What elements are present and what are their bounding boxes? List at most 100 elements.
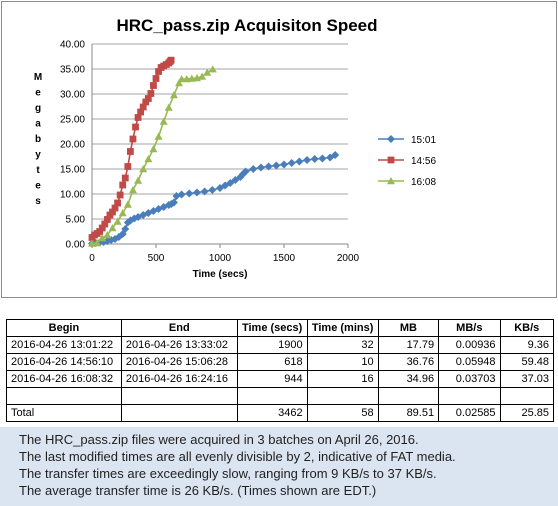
x-tick-label: 1500 bbox=[273, 253, 296, 264]
cell-total-mb: 89.51 bbox=[377, 404, 440, 422]
data-point bbox=[134, 176, 143, 184]
cell-mb-per-s: 0.05948 bbox=[438, 353, 501, 371]
chart-svg: HRC_pass.zip Acquisiton Speed 0.00 5.00 10.… bbox=[1, 1, 557, 298]
legend-marker bbox=[387, 177, 395, 185]
data-point bbox=[249, 165, 258, 173]
data-point bbox=[256, 163, 265, 172]
data-point bbox=[128, 186, 137, 194]
data-point bbox=[159, 117, 168, 125]
header-mb: MB bbox=[377, 319, 440, 337]
data-point bbox=[116, 191, 124, 199]
cell-mb-per-s: 0.03703 bbox=[438, 370, 501, 388]
data-point bbox=[121, 174, 129, 182]
header-mb-per-s: MB/s bbox=[438, 319, 501, 337]
x-tick-label: 2000 bbox=[337, 253, 360, 264]
cell-total-time-mins: 58 bbox=[306, 404, 379, 422]
cell-begin: 2016-04-26 16:08:32 bbox=[6, 370, 122, 388]
data-point bbox=[98, 234, 107, 242]
data-point bbox=[129, 135, 137, 143]
data-point bbox=[137, 108, 145, 116]
cell-total-kb-per-s: 25.85 bbox=[499, 404, 555, 422]
y-tick-label: 15.00 bbox=[60, 165, 85, 176]
legend-marker bbox=[387, 156, 395, 164]
y-tick-label: 25.00 bbox=[60, 115, 85, 126]
data-point bbox=[331, 151, 340, 159]
note-line: The transfer times are exceedingly slow,… bbox=[19, 466, 437, 481]
y-tick-label: 5.00 bbox=[66, 215, 86, 226]
cell-time-mins: 16 bbox=[306, 370, 379, 388]
y-tick-label: 10.00 bbox=[60, 190, 85, 201]
summary-table: Begin End Time (secs) Time (mins) MB MB/… bbox=[6, 319, 555, 422]
table-total-row: Total 3462 58 89.51 0.02585 25.85 bbox=[6, 404, 555, 422]
table-row: 2016-04-26 14:56:10 2016-04-26 15:06:28 … bbox=[6, 353, 555, 371]
y-axis-label-letter: g bbox=[35, 103, 41, 114]
data-point bbox=[103, 216, 111, 223]
y-tick-label: 20.00 bbox=[60, 140, 85, 151]
cell-time-secs: 944 bbox=[236, 370, 308, 388]
data-point bbox=[177, 190, 186, 199]
header-time-mins: Time (mins) bbox=[306, 319, 379, 337]
cell-mb: 17.79 bbox=[377, 336, 440, 354]
data-point bbox=[103, 231, 112, 239]
cell-kb-per-s: 59.48 bbox=[499, 353, 555, 371]
legend-label: 15:01 bbox=[411, 135, 436, 146]
data-point bbox=[139, 165, 148, 173]
cell-time-mins: 10 bbox=[306, 353, 379, 371]
data-point bbox=[113, 217, 122, 225]
cell-mb: 34.96 bbox=[377, 370, 440, 388]
table-row: 2016-04-26 13:01:22 2016-04-26 13:33:02 … bbox=[6, 336, 555, 354]
data-point bbox=[169, 198, 178, 207]
table-blank-row bbox=[6, 387, 555, 405]
data-point bbox=[154, 132, 163, 140]
cell-time-secs: 618 bbox=[236, 353, 308, 371]
cell-kb-per-s: 9.36 bbox=[499, 336, 555, 354]
data-point bbox=[167, 56, 175, 64]
data-point bbox=[287, 159, 296, 167]
cell-end: 2016-04-26 15:06:28 bbox=[120, 353, 238, 371]
cell-begin: 2016-04-26 14:56:10 bbox=[6, 353, 122, 371]
data-point bbox=[264, 162, 273, 171]
data-point bbox=[198, 72, 207, 80]
x-tick-label: 0 bbox=[89, 253, 95, 264]
data-point bbox=[231, 176, 240, 184]
data-point bbox=[109, 208, 116, 216]
data-point bbox=[98, 224, 106, 232]
data-point bbox=[203, 68, 212, 76]
data-point bbox=[200, 187, 209, 196]
data-point bbox=[208, 65, 217, 73]
header-end: End bbox=[120, 319, 238, 337]
cell-end: 2016-04-26 16:24:16 bbox=[120, 370, 238, 388]
data-point bbox=[169, 91, 178, 99]
note-line: The HRC_pass.zip files were acquired in … bbox=[19, 432, 419, 447]
data-point bbox=[121, 225, 130, 233]
cell-total-label: Total bbox=[6, 404, 122, 422]
notes-panel: The HRC_pass.zip files were acquired in … bbox=[0, 427, 558, 506]
header-kb-per-s: KB/s bbox=[499, 319, 555, 337]
data-point bbox=[226, 179, 235, 187]
data-point bbox=[272, 161, 281, 170]
cell-time-secs: 1900 bbox=[236, 336, 308, 354]
x-tick-label: 500 bbox=[148, 253, 165, 264]
y-axis-label-letter: b bbox=[35, 134, 41, 145]
x-axis-label: Time (secs) bbox=[193, 269, 248, 280]
y-axis-label-letter: y bbox=[35, 150, 41, 161]
cell-total-end bbox=[120, 404, 238, 422]
cell-end: 2016-04-26 13:33:02 bbox=[120, 336, 238, 354]
x-tick-label: 1000 bbox=[209, 253, 232, 264]
y-tick-label: 0.00 bbox=[66, 240, 86, 251]
data-point bbox=[118, 209, 127, 217]
data-point bbox=[147, 90, 155, 97]
data-point bbox=[177, 75, 186, 83]
legend-marker bbox=[387, 135, 395, 143]
cell-begin: 2016-04-26 13:01:22 bbox=[6, 336, 122, 354]
chart-area: HRC_pass.zip Acquisiton Speed 0.00 5.00 10.… bbox=[1, 1, 557, 298]
note-line: The last modified times are all evenly d… bbox=[19, 449, 456, 464]
y-tick-label: 35.00 bbox=[60, 65, 85, 76]
data-point bbox=[155, 68, 162, 75]
data-point bbox=[175, 79, 184, 87]
cell-total-mb-per-s: 0.02585 bbox=[438, 404, 501, 422]
data-point bbox=[192, 188, 201, 197]
data-point bbox=[303, 156, 312, 164]
data-point bbox=[185, 189, 194, 198]
data-point bbox=[142, 98, 150, 106]
